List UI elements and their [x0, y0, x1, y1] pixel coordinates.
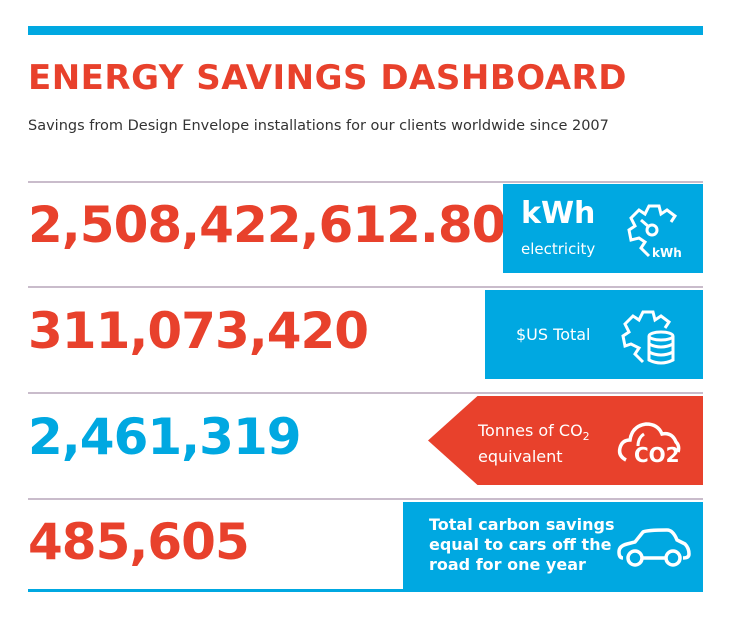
page-subtitle: Savings from Design Envelope installatio… [28, 118, 609, 134]
cars-label: Total carbon savings equal to cars off t… [429, 515, 614, 575]
cars-label-line: road for one year [429, 555, 586, 574]
kwh-label: electricity [521, 240, 596, 258]
gear-database-icon [621, 310, 675, 365]
cars-value: 485,605 [28, 513, 250, 571]
co2-card: Tonnes of CO2 equivalent CO2 [428, 396, 703, 485]
co2-icon-text: CO2 [634, 443, 680, 466]
cars-card: Total carbon savings equal to cars off t… [403, 502, 703, 589]
top-accent-bar [28, 26, 703, 35]
usd-value: 311,073,420 [28, 302, 369, 360]
divider [28, 181, 703, 183]
kwh-value: 2,508,422,612.80 [28, 196, 506, 254]
usd-label: $US Total [516, 325, 591, 344]
car-icon [617, 528, 691, 567]
cloud-co2-icon: CO2 [617, 422, 681, 466]
co2-value: 2,461,319 [28, 408, 302, 466]
bottom-accent-line [28, 589, 703, 592]
divider [28, 392, 703, 394]
usd-card: $US Total [485, 290, 703, 379]
divider [28, 498, 703, 500]
co2-label: Tonnes of CO2 equivalent [478, 421, 590, 467]
cars-label-line: Total carbon savings [429, 515, 615, 534]
divider [28, 286, 703, 288]
gear-gauge-icon [627, 204, 678, 258]
co2-label-line2: equivalent [478, 447, 563, 467]
page-title: ENERGY SAVINGS DASHBOARD [28, 58, 627, 98]
co2-label-line1: Tonnes of CO [478, 421, 583, 440]
kwh-icon-text: kWh [652, 246, 682, 260]
kwh-card: kWh electricity kWh [503, 184, 703, 273]
kwh-unit: kWh [521, 196, 596, 231]
co2-label-subscript: 2 [582, 430, 590, 444]
cars-label-line: equal to cars off the [429, 535, 612, 554]
